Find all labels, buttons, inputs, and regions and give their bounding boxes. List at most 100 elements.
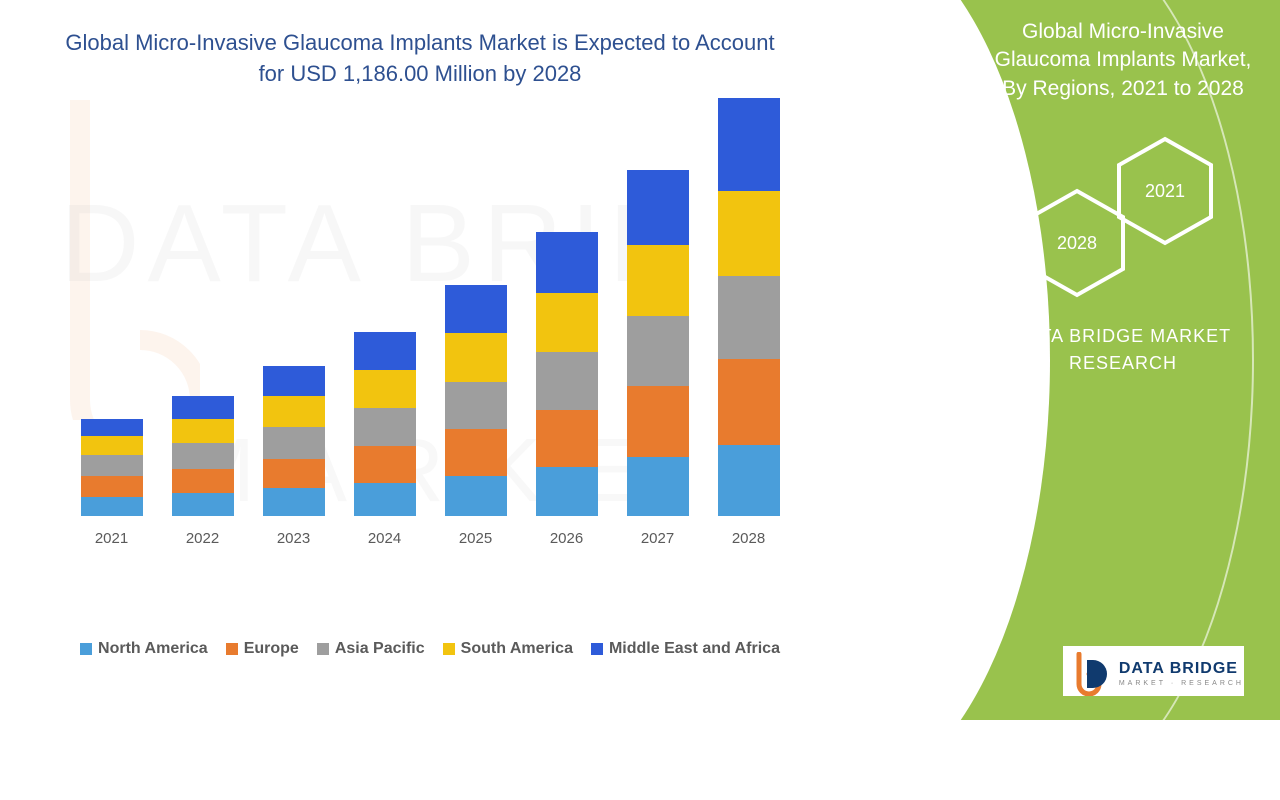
bar-segment xyxy=(263,396,325,427)
bar-segment xyxy=(172,443,234,469)
chart-panel: Global Micro-Invasive Glaucoma Implants … xyxy=(0,0,840,720)
hexagon-group: 2028 2021 xyxy=(1023,123,1223,303)
brand-line2: RESEARCH xyxy=(990,350,1256,377)
hexagon-2021-label: 2021 xyxy=(1145,181,1185,202)
category-label: 2026 xyxy=(550,530,583,547)
bar-segment xyxy=(172,493,234,516)
bar-segment xyxy=(627,316,689,386)
bar-segment xyxy=(718,98,780,190)
bar-column: 2028 xyxy=(709,98,789,547)
bar-column: 2027 xyxy=(618,170,698,547)
legend-label: Asia Pacific xyxy=(335,640,425,658)
legend-label: Europe xyxy=(244,640,299,658)
brand-line1: DATA BRIDGE MARKET xyxy=(990,323,1256,350)
bar-stack xyxy=(263,366,325,516)
legend-swatch xyxy=(80,643,92,655)
category-label: 2028 xyxy=(732,530,765,547)
bar-segment xyxy=(354,446,416,483)
bar-segment xyxy=(536,410,598,467)
bar-column: 2022 xyxy=(163,396,243,547)
bar-segment xyxy=(718,359,780,444)
category-label: 2025 xyxy=(459,530,492,547)
legend-swatch xyxy=(226,643,238,655)
footer-logo-text: DATA BRIDGE MARKET · RESEARCH xyxy=(1119,661,1244,687)
bar-segment xyxy=(263,366,325,396)
bar-stack xyxy=(172,396,234,516)
chart-title: Global Micro-Invasive Glaucoma Implants … xyxy=(0,28,840,90)
bar-segment xyxy=(354,408,416,446)
bar-segment xyxy=(81,419,143,436)
right-panel: Global Micro-Invasive Glaucoma Implants … xyxy=(840,0,1280,720)
category-label: 2024 xyxy=(368,530,401,547)
bar-stack xyxy=(718,98,780,516)
hexagon-2021: 2021 xyxy=(1115,135,1215,247)
legend-item: North America xyxy=(80,640,208,658)
bar-segment xyxy=(172,419,234,443)
bar-segment xyxy=(81,455,143,476)
legend-label: North America xyxy=(98,640,208,658)
bar-stack xyxy=(627,170,689,516)
bar-segment xyxy=(445,333,507,382)
category-label: 2027 xyxy=(641,530,674,547)
legend-label: Middle East and Africa xyxy=(609,640,780,658)
legend-label: South America xyxy=(461,640,573,658)
bar-segment xyxy=(718,276,780,360)
footer-logo-mark xyxy=(1073,652,1109,696)
bar-segment xyxy=(718,191,780,276)
category-label: 2022 xyxy=(186,530,219,547)
bar-segment xyxy=(445,285,507,334)
legend-swatch xyxy=(591,643,603,655)
bar-segment xyxy=(81,497,143,516)
bar-stack xyxy=(81,419,143,516)
hexagon-2028: 2028 xyxy=(1027,187,1127,299)
legend-item: Asia Pacific xyxy=(317,640,425,658)
bar-segment xyxy=(263,427,325,458)
bar-column: 2024 xyxy=(345,332,425,547)
footer-logo: DATA BRIDGE MARKET · RESEARCH xyxy=(1063,646,1244,696)
bar-segment xyxy=(172,396,234,419)
bar-segment xyxy=(445,476,507,516)
legend-swatch xyxy=(443,643,455,655)
footer-logo-line2: MARKET · RESEARCH xyxy=(1119,680,1244,687)
bar-column: 2025 xyxy=(436,285,516,547)
bar-segment xyxy=(263,488,325,516)
hexagon-2028-label: 2028 xyxy=(1057,233,1097,254)
category-label: 2023 xyxy=(277,530,310,547)
bar-stack xyxy=(354,332,416,516)
bar-segment xyxy=(445,429,507,476)
bars-row: 2021 2022 2023 2024 2025 2026 2027 2028 xyxy=(60,130,800,560)
bar-segment xyxy=(627,386,689,457)
bar-segment xyxy=(81,436,143,455)
bar-segment xyxy=(354,483,416,516)
bar-stack xyxy=(445,285,507,516)
right-title: Global Micro-Invasive Glaucoma Implants … xyxy=(990,18,1256,103)
bar-segment xyxy=(81,476,143,497)
category-label: 2021 xyxy=(95,530,128,547)
bar-segment xyxy=(627,245,689,316)
bar-segment xyxy=(354,370,416,408)
bar-segment xyxy=(354,332,416,370)
brand-text: DATA BRIDGE MARKET RESEARCH xyxy=(990,323,1256,377)
bar-segment xyxy=(627,170,689,245)
bar-segment xyxy=(718,445,780,516)
legend-item: South America xyxy=(443,640,573,658)
bar-segment xyxy=(263,459,325,489)
bar-segment xyxy=(536,293,598,352)
legend-item: Europe xyxy=(226,640,299,658)
bar-column: 2023 xyxy=(254,366,334,547)
bar-column: 2021 xyxy=(72,419,152,547)
chart-area: 2021 2022 2023 2024 2025 2026 2027 2028 xyxy=(60,130,800,580)
bar-segment xyxy=(172,469,234,493)
footer-logo-line1: DATA BRIDGE xyxy=(1119,661,1244,677)
bar-stack xyxy=(536,232,598,516)
right-content: Global Micro-Invasive Glaucoma Implants … xyxy=(990,0,1280,720)
legend-item: Middle East and Africa xyxy=(591,640,780,658)
bar-segment xyxy=(536,352,598,409)
bar-segment xyxy=(536,467,598,516)
bar-segment xyxy=(627,457,689,516)
bar-segment xyxy=(445,382,507,429)
legend-swatch xyxy=(317,643,329,655)
chart-legend: North America Europe Asia Pacific South Ame… xyxy=(40,640,820,658)
bar-segment xyxy=(536,232,598,293)
bar-column: 2026 xyxy=(527,232,607,547)
